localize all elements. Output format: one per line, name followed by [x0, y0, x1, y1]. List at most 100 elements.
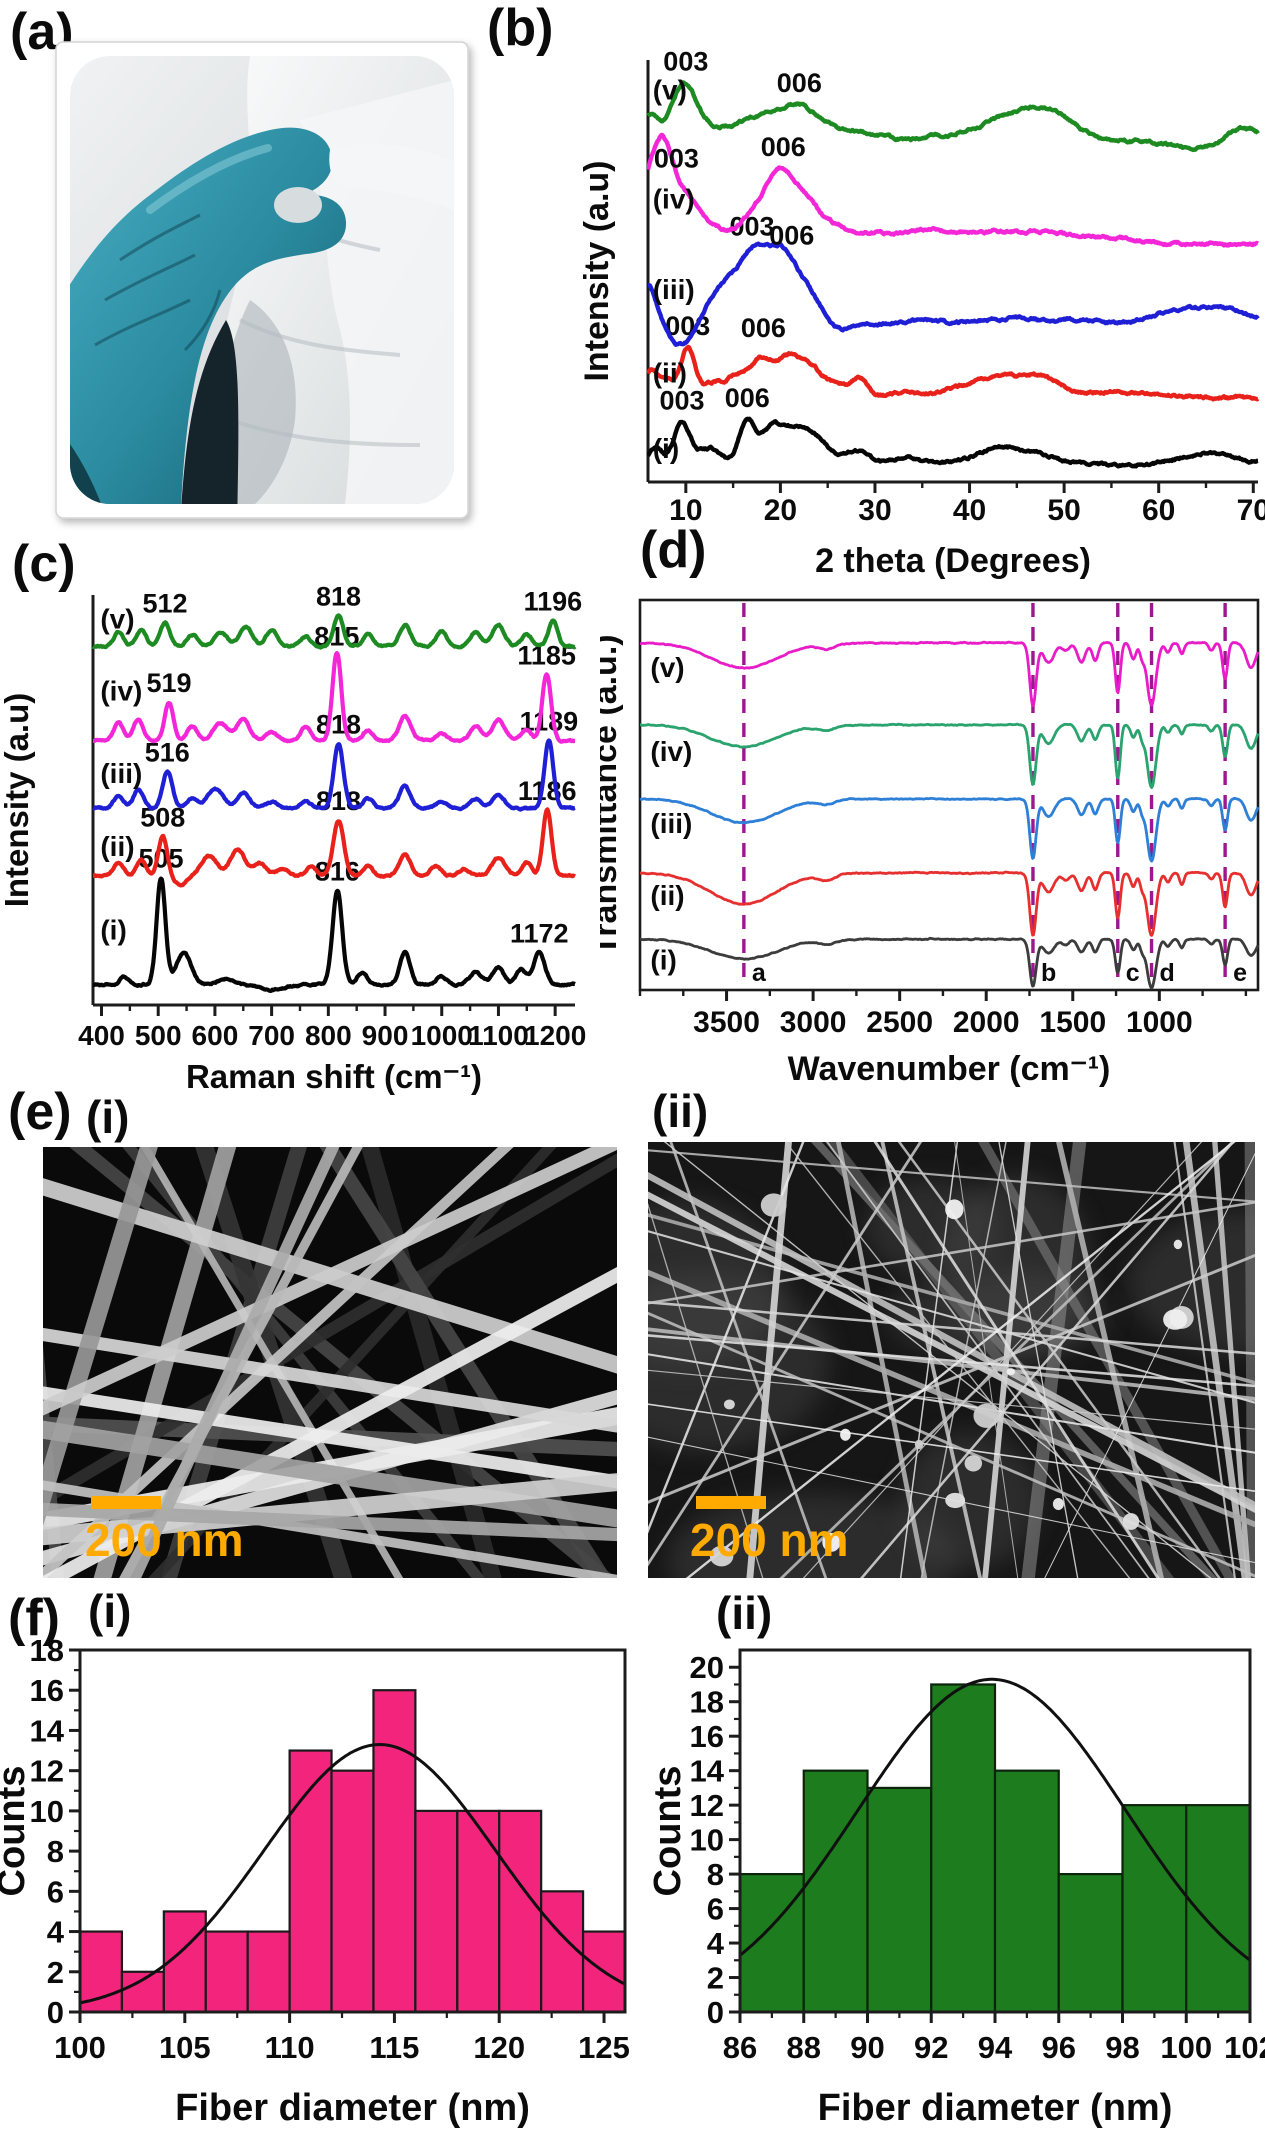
- guide-label: b: [1041, 959, 1056, 987]
- fiber: [1056, 1142, 1164, 1578]
- x-tick-label: 86: [723, 2030, 757, 2065]
- y-axis-title: Intensity (a.u): [578, 160, 616, 381]
- x-tick-label: 125: [578, 2030, 630, 2065]
- pinch-gap: [274, 187, 322, 223]
- series-label: (ii): [653, 358, 687, 389]
- x-axis-title: Fiber diameter (nm): [818, 2087, 1173, 2129]
- bead: [760, 1193, 787, 1217]
- bar: [498, 1809, 543, 2014]
- panel-label-e: (e): [8, 1083, 72, 1141]
- fiber: [128, 1147, 340, 1578]
- bar: [1121, 1804, 1188, 2014]
- thin-fiber: [802, 1142, 1203, 1578]
- thin-fiber: [648, 1142, 923, 1567]
- y-tick-label: 20: [690, 1650, 724, 1685]
- fiber: [43, 1153, 617, 1507]
- bar: [456, 1809, 501, 2014]
- bead: [945, 1492, 966, 1509]
- thin-fiber: [1173, 1142, 1236, 1578]
- y-axis-title: Intensity (a.u): [0, 693, 35, 908]
- x-tick-label: 102: [1224, 2030, 1265, 2065]
- bar: [414, 1809, 459, 2014]
- series-(ii): [639, 870, 1260, 937]
- x-tick-label: 800: [305, 1020, 352, 1051]
- fiber: [648, 1171, 1255, 1510]
- x-tick-label: 3500: [693, 1006, 760, 1039]
- bead: [945, 1199, 964, 1220]
- sub-label-e-ii: (ii): [652, 1085, 709, 1137]
- peak-label: 006: [761, 132, 806, 162]
- series-(iii): [92, 738, 577, 812]
- x-tick-label: 10: [669, 494, 702, 527]
- series-label: (v): [100, 603, 134, 634]
- bead: [914, 1439, 924, 1450]
- thin-fiber: [685, 1142, 1236, 1578]
- thin-fiber: [899, 1142, 959, 1578]
- plot-frame: [638, 598, 1260, 992]
- thin-fiber: [648, 1202, 764, 1578]
- series-(i): [647, 416, 1260, 469]
- scale-bar-label: 200 nm: [690, 1514, 849, 1566]
- y-axis-title: Transmittance (a.u.): [600, 634, 624, 955]
- y-tick-label: 8: [47, 1834, 64, 1869]
- fiber: [648, 1269, 1255, 1528]
- thin-fiber: [826, 1142, 1150, 1578]
- thin-fiber: [648, 1142, 805, 1534]
- bar: [372, 1689, 417, 2014]
- peak-label: 1186: [518, 776, 577, 806]
- series-label: (v): [650, 652, 684, 683]
- y-tick-label: 14: [690, 1754, 725, 1789]
- x-tick-label: 98: [1105, 2030, 1139, 2065]
- x-tick-label: 88: [787, 2030, 821, 2065]
- y-axis-title: Counts: [647, 1766, 689, 1897]
- panel-label-c: (c): [12, 535, 76, 593]
- haze: [648, 1271, 831, 1452]
- fibers: [648, 1142, 1255, 1578]
- bar: [246, 1930, 291, 2014]
- peak-label: 003: [654, 144, 699, 174]
- bead: [1122, 1513, 1140, 1530]
- guide-label: a: [752, 959, 767, 987]
- x-tick-label: 1100: [468, 1020, 529, 1051]
- fiber: [43, 1266, 617, 1578]
- bar: [1185, 1804, 1252, 2014]
- series-(i): [92, 876, 577, 993]
- peak-label: 818: [316, 710, 361, 740]
- y-tick-label: 18: [690, 1685, 724, 1720]
- y-tick-label: 6: [47, 1874, 64, 1909]
- series-(v): [639, 640, 1260, 707]
- glove-highlight: [146, 144, 272, 214]
- x-tick-label: 105: [159, 2030, 211, 2065]
- x-tick-label: 94: [978, 2030, 1013, 2065]
- fiber: [43, 1502, 617, 1542]
- bead: [1163, 1309, 1188, 1330]
- x-axis-title: Fiber diameter (nm): [175, 2087, 530, 2129]
- thin-fiber: [648, 1253, 1255, 1504]
- x-axis-title: Raman shift (cm⁻¹): [186, 1058, 482, 1095]
- fiber: [43, 1147, 158, 1527]
- x-tick-label: 60: [1142, 494, 1175, 527]
- series-label: (iii): [650, 808, 692, 839]
- pinched-membrane-corner: [329, 144, 454, 210]
- bar: [204, 1930, 249, 2014]
- peak-label: 512: [142, 589, 187, 619]
- x-tick-label: 600: [192, 1020, 239, 1051]
- thin-fiber: [648, 1201, 1255, 1305]
- y-tick-label: 14: [30, 1713, 65, 1748]
- thin-fiber: [648, 1311, 1255, 1578]
- fiber: [835, 1142, 928, 1578]
- thin-fiber: [648, 1149, 1255, 1203]
- scale-bar-label: 200 nm: [85, 1514, 244, 1566]
- series-(iv): [647, 132, 1260, 248]
- thin-fiber: [648, 1369, 1255, 1430]
- ftir-chart: 3500 3000 2500 2000 1500 1000 Wavenumber (cm⁻¹…: [600, 598, 1260, 1088]
- guide-label: e: [1233, 959, 1247, 987]
- thin-fiber: [648, 1301, 1255, 1355]
- series-label: (ii): [100, 831, 134, 862]
- x-axis-title: 2 theta (Degrees): [815, 542, 1091, 580]
- x-axis-title: Wavenumber (cm⁻¹): [788, 1050, 1111, 1088]
- fiber: [43, 1147, 617, 1416]
- scale-bar: [91, 1496, 161, 1509]
